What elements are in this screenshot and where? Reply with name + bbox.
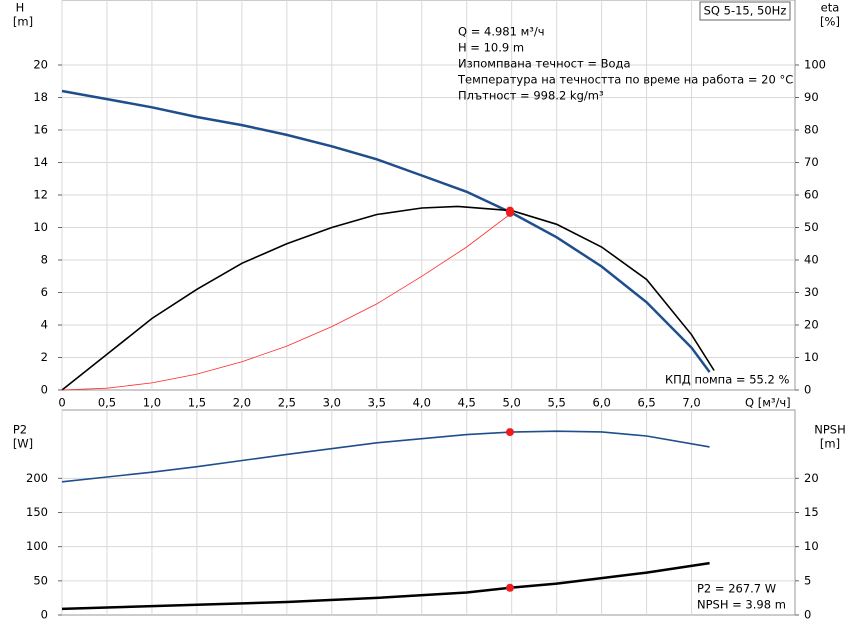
x-tick-label: 6,5	[637, 396, 655, 410]
x-tick-label: 2,5	[278, 396, 296, 410]
model-label: SQ 5-15, 50Hz	[704, 4, 787, 18]
y2-tick-label: 90	[804, 90, 819, 104]
x-tick-label: 2,0	[233, 396, 251, 410]
y2-tick-label: 0	[804, 383, 811, 397]
efficiency-note: КПД помпа = 55.2 %	[665, 373, 789, 387]
y2-axis-label: eta	[821, 1, 840, 15]
x-tick-label: 0	[58, 396, 65, 410]
curve	[61, 561, 710, 611]
y-tick-label: 100	[26, 539, 48, 553]
y-tick-label: 12	[33, 188, 48, 202]
y-axis-label: [m]	[13, 15, 33, 29]
y-tick-label: 0	[41, 383, 48, 397]
y-tick-label: 4	[41, 318, 48, 332]
y2-tick-label: 0	[804, 608, 811, 622]
info-line: Плътност = 998.2 kg/m³	[458, 89, 604, 103]
note: P2 = 267.7 W	[697, 582, 776, 596]
y-axis-label: P2	[13, 423, 27, 437]
operating-point	[505, 208, 514, 217]
note: NPSH = 3.98 m	[697, 598, 786, 612]
y2-tick-label: 15	[804, 505, 819, 519]
y-axis-label: [W]	[13, 437, 33, 451]
x-tick-label: 6,0	[592, 396, 610, 410]
curve	[61, 430, 710, 483]
y2-tick-label: 60	[804, 188, 819, 202]
y2-tick-label: 20	[804, 318, 819, 332]
x-tick-label: 5,0	[503, 396, 521, 410]
y2-tick-label: 30	[804, 285, 819, 299]
y2-tick-label: 10	[804, 350, 819, 364]
y-tick-label: 200	[26, 471, 48, 485]
y2-axis-label: [m]	[820, 437, 840, 451]
y-tick-label: 20	[33, 58, 48, 72]
y-tick-label: 0	[41, 608, 48, 622]
y2-axis-label: [%]	[820, 15, 840, 29]
y-tick-label: 10	[33, 220, 48, 234]
curve	[61, 89, 711, 373]
info-line: Температура на течността по време на раб…	[457, 73, 793, 87]
x-axis-label: Q [м³/ч]	[745, 396, 791, 410]
y-axis-label: H	[16, 1, 25, 15]
y2-tick-label: 10	[804, 539, 819, 553]
x-tick-label: 5,5	[548, 396, 566, 410]
y-tick-label: 18	[33, 90, 48, 104]
info-line: Изпомпвана течност = Вода	[458, 57, 631, 71]
x-tick-label: 1,5	[188, 396, 206, 410]
info-line: Q = 4.981 м³/ч	[458, 25, 545, 39]
x-tick-label: 4,5	[458, 396, 476, 410]
y2-tick-label: 100	[804, 58, 826, 72]
y-tick-label: 2	[41, 350, 48, 364]
y-tick-label: 6	[41, 285, 48, 299]
x-tick-label: 1,0	[143, 396, 161, 410]
y-tick-label: 50	[33, 573, 48, 587]
x-tick-label: 3,5	[368, 396, 386, 410]
y-tick-label: 14	[33, 155, 48, 169]
curve	[61, 212, 512, 391]
x-tick-label: 0,5	[98, 396, 116, 410]
curve	[61, 205, 715, 391]
y-tick-label: 16	[33, 123, 48, 137]
y-tick-label: 150	[26, 505, 48, 519]
y2-tick-label: 70	[804, 155, 819, 169]
model-box	[699, 1, 791, 21]
operating-point	[505, 583, 514, 592]
x-tick-label: 7,0	[682, 396, 700, 410]
x-tick-label: 4,0	[413, 396, 431, 410]
x-tick-label: 3,0	[323, 396, 341, 410]
y2-tick-label: 80	[804, 123, 819, 137]
y2-tick-label: 40	[804, 253, 819, 267]
y2-tick-label: 20	[804, 471, 819, 485]
y2-tick-label: 50	[804, 220, 819, 234]
operating-point	[505, 428, 514, 437]
y-tick-label: 8	[41, 253, 48, 267]
info-line: H = 10.9 m	[458, 41, 524, 55]
y2-axis-label: NPSH	[814, 423, 846, 437]
y2-tick-label: 5	[804, 573, 811, 587]
